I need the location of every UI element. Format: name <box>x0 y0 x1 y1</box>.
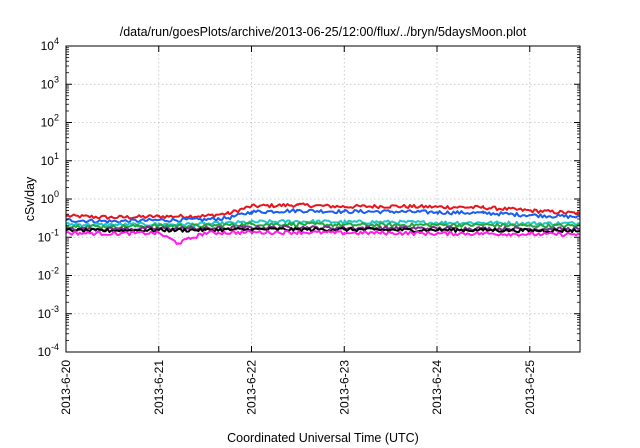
y-tick-label: 100 <box>41 189 59 206</box>
y-axis-label: cSv/day <box>23 176 37 221</box>
x-tick-label: 2013-6-20 <box>59 360 73 415</box>
chart-title: /data/run/goesPlots/archive/2013-06-25/1… <box>120 25 527 39</box>
series-line-1 <box>65 202 581 220</box>
y-tick-label: 103 <box>41 74 59 91</box>
y-tick-label: 10-3 <box>38 304 59 321</box>
y-tick-label: 10-2 <box>38 266 59 283</box>
x-tick-label: 2013-6-25 <box>523 360 537 415</box>
series-line-4 <box>65 221 581 230</box>
y-tick-label: 10-4 <box>38 342 59 359</box>
x-tick-label: 2013-6-23 <box>337 360 351 415</box>
y-tick-label: 101 <box>41 151 59 168</box>
x-axis-label: Coordinated Universal Time (UTC) <box>227 431 419 445</box>
grid <box>66 46 580 352</box>
y-tick-label: 104 <box>41 36 59 53</box>
series-line-6 <box>65 226 581 234</box>
x-tick-label: 2013-6-24 <box>430 360 444 415</box>
x-tick-label: 2013-6-21 <box>152 360 166 415</box>
series-line-7 <box>65 229 581 245</box>
y-axis: 10-4 10-3 10-2 10-1 100 101 102 103 104 <box>38 36 580 359</box>
y-tick-label: 10-1 <box>38 227 59 244</box>
series-lines <box>65 202 581 245</box>
x-axis: 2013-6-20 2013-6-21 2013-6-22 2013-6-23 2013… <box>59 46 537 415</box>
series-line-2 <box>65 208 581 224</box>
y-tick-label: 102 <box>41 113 59 130</box>
x-tick-label: 2013-6-22 <box>245 360 259 415</box>
